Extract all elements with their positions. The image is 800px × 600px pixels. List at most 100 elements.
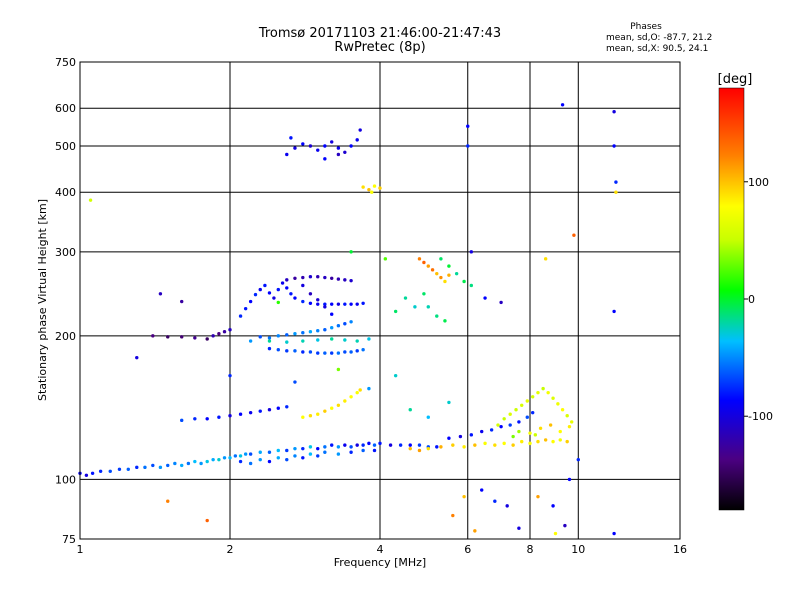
data-point <box>343 302 347 306</box>
data-point <box>569 420 574 424</box>
data-point <box>553 531 558 536</box>
data-point <box>267 459 272 464</box>
data-point <box>430 268 435 272</box>
data-point <box>514 408 518 412</box>
data-point <box>563 523 567 528</box>
data-point <box>612 309 616 314</box>
data-point <box>222 456 227 460</box>
data-point <box>151 463 155 468</box>
data-point <box>511 434 515 439</box>
data-point <box>158 292 163 296</box>
data-point <box>316 298 320 302</box>
data-point <box>435 314 439 318</box>
data-point <box>166 463 170 468</box>
data-point <box>614 180 618 184</box>
data-point <box>551 396 555 400</box>
data-point <box>378 186 382 190</box>
data-point <box>285 340 289 344</box>
y-tick-label: 400 <box>55 186 76 199</box>
data-point <box>372 443 377 447</box>
data-point <box>330 337 334 341</box>
phases-o-stats: mean, sd,O: -87.7, 21.2 <box>606 33 713 43</box>
data-point <box>458 434 463 439</box>
data-point <box>480 429 484 434</box>
data-point <box>517 420 521 424</box>
data-point <box>483 441 487 446</box>
data-point <box>193 336 197 340</box>
data-point <box>556 402 560 406</box>
data-point <box>439 275 443 280</box>
colorbar-tick-label: -100 <box>748 410 773 423</box>
data-point <box>336 302 341 306</box>
data-point <box>285 278 289 282</box>
data-point <box>336 277 341 281</box>
data-point <box>493 443 497 447</box>
data-point <box>408 408 412 412</box>
data-point <box>248 299 253 304</box>
data-point <box>316 454 320 458</box>
y-tick-label: 100 <box>55 473 76 486</box>
data-point <box>186 461 191 466</box>
data-point <box>289 136 293 140</box>
data-point <box>612 144 616 148</box>
data-point <box>336 403 341 408</box>
data-point <box>367 386 371 391</box>
data-point <box>301 456 305 460</box>
data-point <box>276 334 280 338</box>
plot-frame <box>79 61 681 540</box>
data-point <box>447 436 451 440</box>
data-point <box>84 473 89 478</box>
data-point <box>378 441 382 446</box>
data-point <box>462 494 466 499</box>
data-point <box>361 185 365 189</box>
data-point <box>222 330 227 334</box>
data-point <box>330 406 334 410</box>
data-point <box>88 198 93 202</box>
colorbar <box>718 87 745 511</box>
data-point <box>343 278 347 282</box>
data-point <box>248 410 253 415</box>
data-point <box>551 504 555 508</box>
data-point <box>576 457 580 462</box>
data-point <box>276 448 280 453</box>
data-point <box>528 431 532 435</box>
data-point <box>336 152 341 157</box>
data-point <box>205 459 209 464</box>
data-point <box>238 454 243 458</box>
data-point <box>466 124 470 128</box>
data-point <box>267 450 272 454</box>
data-point <box>502 417 506 421</box>
data-point <box>393 373 398 378</box>
data-point <box>323 409 327 413</box>
data-point <box>301 142 305 146</box>
data-point <box>413 305 417 309</box>
data-point <box>166 499 170 503</box>
data-point <box>462 279 466 284</box>
data-point <box>451 443 455 447</box>
data-point <box>243 306 248 311</box>
x-axis-ticks: 1 2 4 6 8 10 16 <box>77 543 688 556</box>
data-point <box>238 314 243 318</box>
x-tick-label: 10 <box>571 543 585 556</box>
data-point <box>361 443 365 447</box>
data-point <box>276 287 280 292</box>
data-point <box>258 457 262 462</box>
data-point <box>443 319 447 323</box>
data-point <box>508 412 512 416</box>
data-point <box>308 144 313 148</box>
data-point <box>558 429 562 434</box>
data-point <box>199 461 203 466</box>
data-point <box>349 302 353 306</box>
data-point <box>505 504 509 508</box>
data-point <box>285 349 289 353</box>
data-point <box>336 452 341 456</box>
data-point <box>536 494 540 499</box>
data-point <box>117 467 122 471</box>
data-point <box>330 276 334 280</box>
data-point <box>469 283 474 288</box>
data-point <box>343 443 347 447</box>
data-point <box>355 339 359 343</box>
data-point <box>383 257 388 261</box>
data-point <box>301 283 305 288</box>
data-point <box>308 350 313 354</box>
